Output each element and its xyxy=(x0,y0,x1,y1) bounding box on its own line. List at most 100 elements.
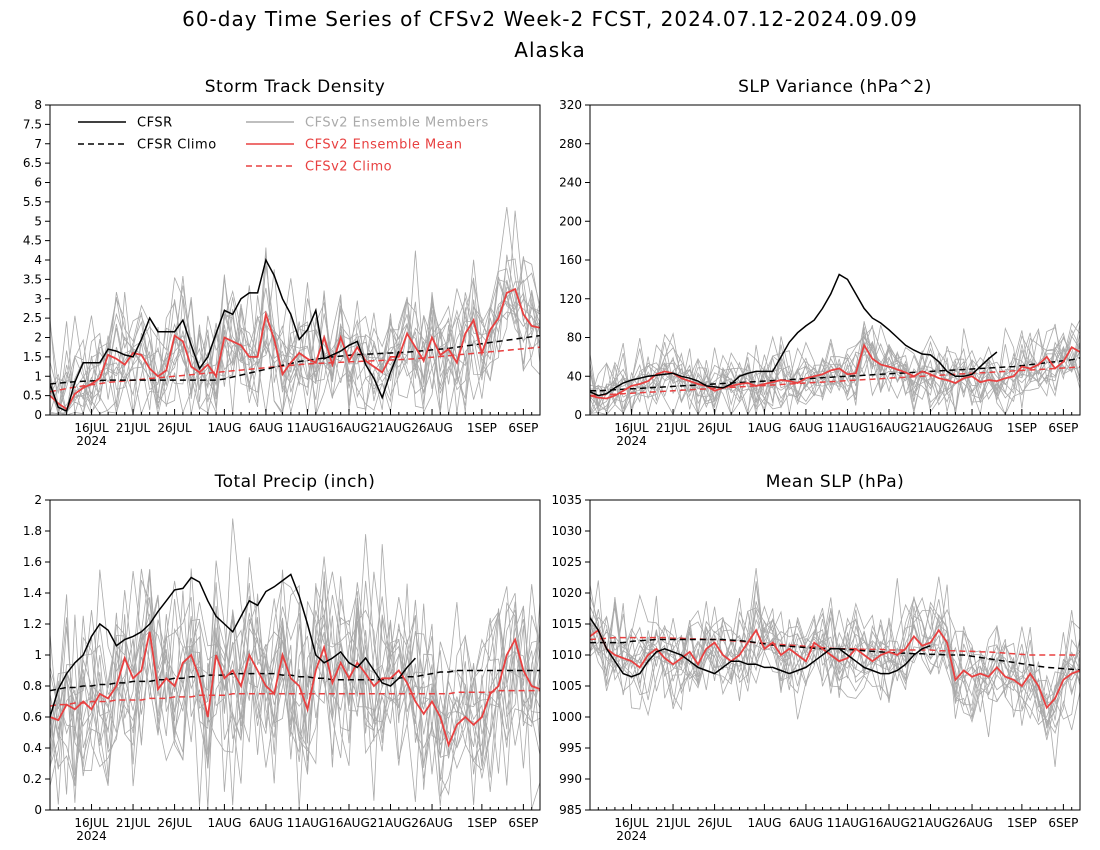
total-precip-member-line xyxy=(50,544,540,764)
storm-track-xtick-label: 26AUG xyxy=(411,421,453,435)
slp-variance-member-line xyxy=(590,325,1080,415)
slp-variance-xtick-label: 26JUL xyxy=(697,421,732,435)
total-precip-member-line xyxy=(50,583,540,809)
storm-track-ytick-label: 5.5 xyxy=(23,195,42,209)
mean-slp-ytick-label: 985 xyxy=(559,803,582,817)
mean-slp-ytick-label: 1010 xyxy=(551,648,582,662)
storm-track-ytick-label: 4.5 xyxy=(23,234,42,248)
slp-variance-member-line xyxy=(590,319,1080,415)
total-precip-cfsv2-climo-line xyxy=(50,689,540,707)
slp-variance-xtick-label: 6AUG xyxy=(789,421,823,435)
slp-variance-ytick-label: 280 xyxy=(559,137,582,151)
total-precip-xtick-label: 6AUG xyxy=(249,816,283,830)
total-precip-member-line xyxy=(50,534,540,784)
slp-variance-member-line xyxy=(590,326,1080,415)
slp-variance-ytick-label: 200 xyxy=(559,214,582,228)
total-precip-xtick-label: 16AUG xyxy=(328,816,370,830)
total-precip-member-line xyxy=(50,557,540,810)
total-precip-member-line xyxy=(50,596,540,786)
storm-track-xtick-label: 26JUL xyxy=(157,421,192,435)
slp-variance-xtick-label: 1AUG xyxy=(747,421,781,435)
total-precip-panel: Total Precip (inch) 0 0.2 0.4 0.6 0.8 1 1.2 1.4 1… xyxy=(23,472,541,843)
mean-slp-ytick-label: 990 xyxy=(559,772,582,786)
total-precip-member-line xyxy=(50,574,540,806)
total-precip-ytick-label: 0.2 xyxy=(23,772,42,786)
storm-track-xtick-label: 1AUG xyxy=(207,421,241,435)
storm-track-ytick-label: 0.5 xyxy=(23,389,42,403)
mean-slp-xtick-label: 6SEP xyxy=(1048,816,1078,830)
total-precip-xtick-label: 1SEP xyxy=(467,816,497,830)
mean-slp-xtick-label: 21JUL xyxy=(656,816,691,830)
mean-slp-plot-area xyxy=(590,567,1080,767)
legend-cfsr-climo-label: CFSR Climo xyxy=(137,138,217,153)
storm-track-title: Storm Track Density xyxy=(205,77,386,97)
total-precip-plot-area xyxy=(50,518,540,810)
slp-variance-ytick-label: 320 xyxy=(559,98,582,112)
slp-variance-ytick-label: 80 xyxy=(567,331,582,345)
storm-track-member-line xyxy=(50,247,540,415)
mean-slp-member-line xyxy=(590,584,1080,734)
slp-variance-ytick-label: 40 xyxy=(567,369,582,383)
total-precip-title: Total Precip (inch) xyxy=(214,472,376,492)
mean-slp-member-line xyxy=(590,609,1080,728)
storm-track-xtick-label: 6AUG xyxy=(249,421,283,435)
total-precip-year-label: 2024 xyxy=(76,829,107,843)
total-precip-cfsr-climo-line xyxy=(50,669,540,692)
mean-slp-ytick-label: 1025 xyxy=(551,555,582,569)
total-precip-cfsr-line xyxy=(50,573,416,718)
storm-track-xtick-label: 1SEP xyxy=(467,421,497,435)
storm-track-cfsr-climo-line xyxy=(50,334,540,385)
mean-slp-ytick-label: 1015 xyxy=(551,617,582,631)
total-precip-ytick-label: 0.4 xyxy=(23,741,42,755)
storm-track-ytick-label: 7.5 xyxy=(23,117,42,131)
legend-cfsr-label: CFSR xyxy=(137,116,173,131)
storm-track-ytick-label: 2.5 xyxy=(23,311,42,325)
total-precip-ytick-label: 0.6 xyxy=(23,710,42,724)
slp-variance-member-line xyxy=(590,323,1080,415)
legend-mean-label: CFSv2 Ensemble Mean xyxy=(305,138,462,153)
total-precip-xtick-label: 11AUG xyxy=(287,816,329,830)
mean-slp-member-line xyxy=(590,580,1080,726)
total-precip-xtick-label: 6SEP xyxy=(508,816,538,830)
mean-slp-member-line xyxy=(590,567,1080,729)
storm-track-ytick-label: 3 xyxy=(34,292,42,306)
storm-track-xtick-label: 16AUG xyxy=(328,421,370,435)
mean-slp-ytick-label: 1005 xyxy=(551,679,582,693)
total-precip-member-line xyxy=(50,569,540,806)
mean-slp-ytick-label: 1030 xyxy=(551,524,582,538)
mean-slp-ytick-label: 1020 xyxy=(551,586,582,600)
storm-track-xtick-label: 16JUL xyxy=(74,421,109,435)
slp-variance-xtick-label: 21JUL xyxy=(656,421,691,435)
total-precip-xtick-label: 1AUG xyxy=(207,816,241,830)
total-precip-xtick-label: 16JUL xyxy=(74,816,109,830)
total-precip-xtick-label: 26AUG xyxy=(411,816,453,830)
mean-slp-title: Mean SLP (hPa) xyxy=(766,472,905,492)
mean-slp-xtick-label: 6AUG xyxy=(789,816,823,830)
storm-track-member-line xyxy=(50,253,540,415)
storm-track-ytick-label: 1 xyxy=(34,369,42,383)
mean-slp-year-label: 2024 xyxy=(616,829,647,843)
slp-variance-xtick-label: 16JUL xyxy=(614,421,649,435)
mean-slp-ens-mean-line xyxy=(590,628,1080,710)
mean-slp-xtick-label: 11AUG xyxy=(827,816,869,830)
storm-track-ytick-label: 7 xyxy=(34,137,42,151)
storm-track-ytick-label: 6 xyxy=(34,176,42,190)
legend-cfsv2-climo-label: CFSv2 Climo xyxy=(305,160,392,175)
mean-slp-cfsr-line xyxy=(590,617,931,678)
total-precip-ytick-label: 1 xyxy=(34,648,42,662)
slp-variance-xtick-label: 21AUG xyxy=(910,421,952,435)
storm-track-xtick-label: 11AUG xyxy=(287,421,329,435)
total-precip-ytick-label: 1.2 xyxy=(23,617,42,631)
slp-variance-ytick-label: 120 xyxy=(559,292,582,306)
mean-slp-xtick-label: 1AUG xyxy=(747,816,781,830)
mean-slp-ytick-label: 995 xyxy=(559,741,582,755)
total-precip-frame xyxy=(49,499,541,811)
mean-slp-ytick-label: 1000 xyxy=(551,710,582,724)
mean-slp-ytick-label: 1035 xyxy=(551,493,582,507)
slp-variance-panel: SLP Variance (hPa^2) 0 40 80 120 160 200 240 280… xyxy=(559,77,1081,448)
mean-slp-xtick-label: 16JUL xyxy=(614,816,649,830)
storm-track-member-line xyxy=(50,268,540,414)
slp-variance-ytick-label: 160 xyxy=(559,253,582,267)
slp-variance-ytick-label: 0 xyxy=(574,408,582,422)
